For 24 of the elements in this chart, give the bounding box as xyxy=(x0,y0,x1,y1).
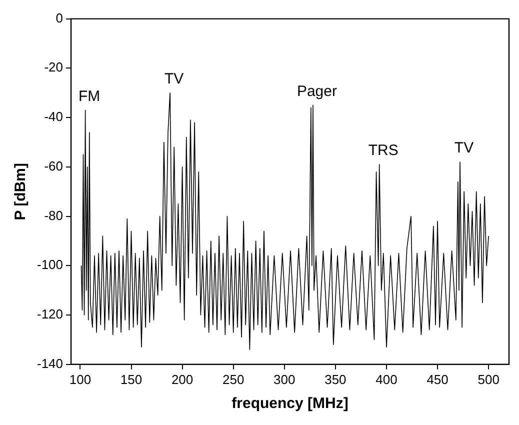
annotation: TV xyxy=(454,140,474,157)
x-tick-label: 450 xyxy=(426,372,448,387)
y-tick-label: -120 xyxy=(36,306,64,322)
x-tick-label: 500 xyxy=(478,372,500,387)
x-tick-label: 150 xyxy=(120,372,142,387)
annotation: Pager xyxy=(296,82,337,100)
x-tick-label: 350 xyxy=(324,372,346,387)
x-tick-label: 200 xyxy=(171,372,194,387)
annotation: TV xyxy=(164,70,184,88)
annotation: FM xyxy=(78,88,100,105)
y-tick-label: -60 xyxy=(44,158,64,174)
x-tick-label: 400 xyxy=(376,372,398,387)
y-axis-title: P [dBm] xyxy=(12,162,30,220)
x-tick-label: 250 xyxy=(222,372,244,387)
y-tick-label: -100 xyxy=(36,257,64,272)
y-tick-label: -20 xyxy=(44,60,64,75)
y-tick-label: -80 xyxy=(44,208,64,223)
x-tick-label: 300 xyxy=(274,372,296,387)
x-axis-title: frequency [MHz] xyxy=(232,395,348,412)
y-tick-label: -140 xyxy=(36,356,64,371)
y-tick-label: -40 xyxy=(44,109,64,124)
x-tick-label: 100 xyxy=(69,372,92,387)
annotation: TRS xyxy=(368,142,398,160)
y-tick-label: 0 xyxy=(56,10,64,26)
